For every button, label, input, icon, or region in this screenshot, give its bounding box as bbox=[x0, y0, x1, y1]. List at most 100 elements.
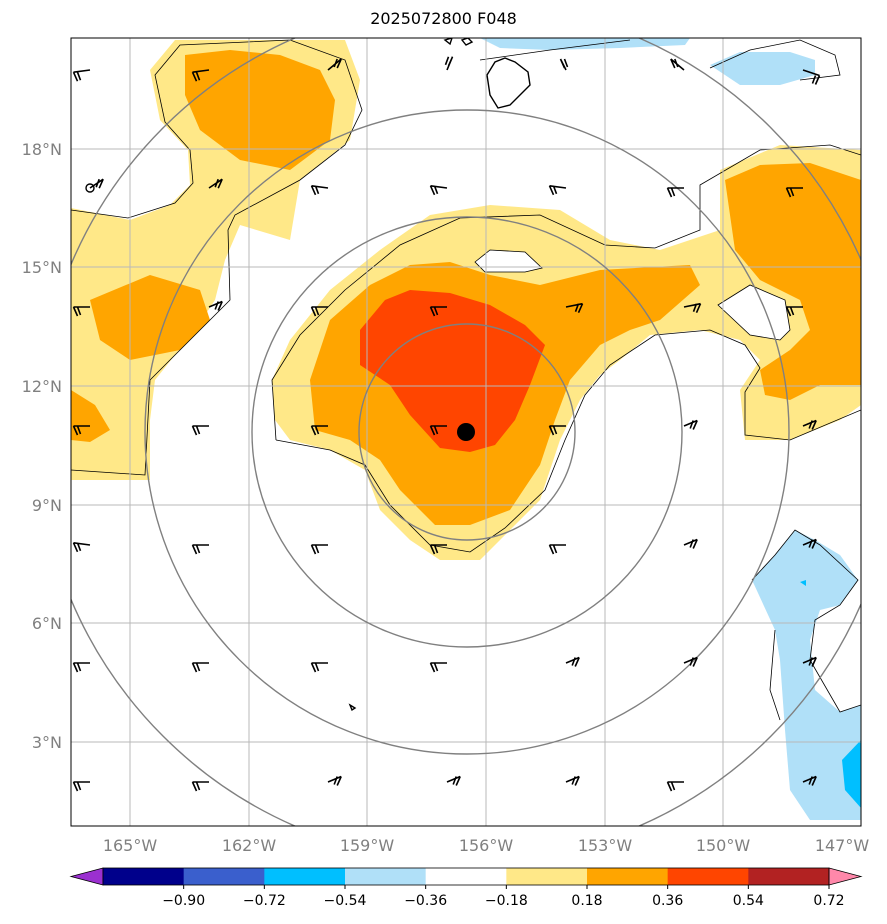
wind-barb bbox=[785, 306, 803, 317]
lat-label: 3°N bbox=[32, 733, 62, 752]
colorbar-tick-label: 0.36 bbox=[652, 893, 683, 909]
colorbar: −0.90 −0.72 −0.54 −0.36 −0.18 0.18 0.36 0.54 0.7… bbox=[69, 867, 863, 909]
map-frame bbox=[70, 37, 862, 827]
shade-red-orange-core bbox=[360, 290, 545, 452]
wind-barb bbox=[565, 775, 580, 786]
wind-barb bbox=[446, 775, 461, 786]
wind-barb bbox=[89, 178, 104, 189]
coastline bbox=[85, 38, 531, 712]
shade-deep-blue-dot bbox=[800, 580, 806, 586]
colorbar-tick-label: 0.72 bbox=[813, 893, 844, 909]
colorbar-segment bbox=[667, 868, 749, 885]
wind-barb bbox=[72, 69, 91, 82]
graticule bbox=[71, 38, 861, 826]
shade-light-blue-ne bbox=[710, 52, 815, 85]
lon-label: 153°W bbox=[578, 836, 633, 855]
wind-barb bbox=[429, 185, 448, 196]
map-plot-area bbox=[71, 38, 861, 826]
colorbar-extend-high bbox=[828, 867, 863, 886]
lon-label: 159°W bbox=[340, 836, 395, 855]
colorbar-segment bbox=[183, 868, 265, 885]
wind-barbs bbox=[72, 56, 821, 792]
wind-barb bbox=[683, 538, 698, 549]
wind-barb bbox=[683, 419, 698, 430]
colorbar-tick-label: −0.36 bbox=[404, 893, 447, 909]
wind-barb bbox=[683, 302, 702, 314]
wind-barb bbox=[444, 56, 454, 71]
lon-label: 156°W bbox=[459, 836, 514, 855]
wind-barb bbox=[191, 425, 209, 436]
wind-barb bbox=[429, 662, 447, 673]
colorbar-segment bbox=[587, 868, 669, 885]
longitude-labels: 165°W 162°W 159°W 156°W 153°W 150°W 147°… bbox=[103, 836, 870, 855]
lat-label: 18°N bbox=[22, 140, 62, 159]
wind-barb bbox=[548, 544, 566, 555]
wind-barb bbox=[72, 542, 91, 553]
wind-barb bbox=[802, 69, 821, 85]
lat-label: 15°N bbox=[22, 258, 62, 277]
wind-barb bbox=[785, 187, 803, 198]
wind-barb bbox=[310, 185, 329, 196]
wind-barb bbox=[429, 306, 447, 317]
shade-orange-ne bbox=[185, 50, 335, 170]
wind-barb bbox=[72, 425, 90, 436]
wind-barb bbox=[548, 425, 566, 436]
wind-barb bbox=[327, 775, 342, 786]
colorbar-tick-label: −0.90 bbox=[162, 893, 205, 909]
wind-barb bbox=[429, 425, 447, 436]
lon-label: 165°W bbox=[103, 836, 158, 855]
colorbar-tick-label: 0.54 bbox=[733, 893, 764, 909]
wind-barb bbox=[565, 656, 580, 667]
wind-barb bbox=[802, 419, 817, 430]
lon-label: 150°W bbox=[696, 836, 751, 855]
lat-label: 9°N bbox=[32, 496, 62, 515]
shade-orange-w bbox=[90, 275, 210, 360]
wind-barb bbox=[191, 781, 209, 792]
shade-white-hole-east bbox=[718, 285, 790, 340]
map-title: 2025072800 F048 bbox=[370, 9, 517, 28]
wind-barb bbox=[666, 781, 684, 792]
wind-barb bbox=[548, 185, 567, 196]
shade-light-blue-se bbox=[752, 530, 861, 820]
wind-barb bbox=[191, 544, 209, 555]
wind-barb bbox=[191, 662, 209, 673]
colorbar-segment bbox=[506, 868, 588, 885]
latitude-labels: 18°N 15°N 12°N 9°N 6°N 3°N bbox=[22, 140, 62, 752]
wind-barb bbox=[565, 302, 584, 314]
wind-barb bbox=[802, 656, 817, 667]
lon-label: 162°W bbox=[222, 836, 277, 855]
lat-label: 6°N bbox=[32, 614, 62, 633]
wind-barb bbox=[310, 662, 328, 673]
colorbar-segment bbox=[103, 868, 185, 885]
range-ring-1 bbox=[358, 323, 576, 541]
shaded-field-layer bbox=[71, 38, 861, 820]
lat-label: 12°N bbox=[22, 377, 62, 396]
wind-barb bbox=[310, 425, 328, 436]
colorbar-tick-label: −0.72 bbox=[243, 893, 286, 909]
shade-deep-blue-se bbox=[842, 740, 861, 808]
colorbar-segment bbox=[264, 868, 346, 885]
shade-light-blue-north bbox=[480, 38, 690, 50]
colorbar-segment bbox=[425, 868, 507, 885]
wind-barb bbox=[310, 544, 328, 555]
wind-barb bbox=[670, 58, 685, 71]
colorbar-frame bbox=[102, 867, 830, 886]
wind-barb bbox=[208, 178, 223, 189]
range-rings bbox=[71, 38, 861, 826]
wind-barb bbox=[559, 58, 569, 71]
wind-barb bbox=[666, 187, 684, 198]
shade-orange-east bbox=[725, 163, 861, 400]
colorbar-tick-label: −0.18 bbox=[485, 893, 528, 909]
wind-barb bbox=[802, 538, 817, 549]
shade-orange-edge-w bbox=[71, 390, 110, 442]
wind-barb bbox=[327, 58, 342, 71]
colorbar-segment bbox=[345, 868, 427, 885]
wind-barb bbox=[429, 544, 447, 555]
wind-barb bbox=[683, 656, 698, 667]
range-ring-3 bbox=[144, 109, 790, 755]
wind-barb bbox=[72, 781, 90, 792]
wind-barb bbox=[72, 306, 90, 317]
colorbar-segment bbox=[748, 868, 830, 885]
wind-barb bbox=[191, 69, 210, 82]
